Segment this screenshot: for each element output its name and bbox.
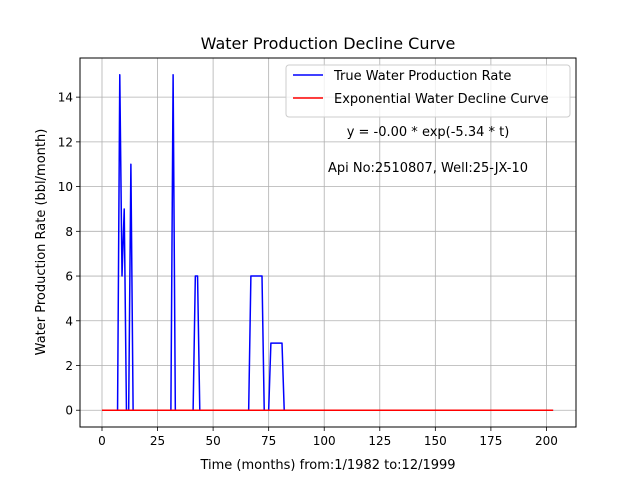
y-tick-label: 14 [58, 91, 73, 105]
y-tick-label: 6 [65, 270, 73, 284]
legend-label-true-rate: True Water Production Rate [333, 69, 511, 84]
series-layer [102, 74, 554, 411]
x-tick-label: 125 [368, 434, 391, 448]
x-tick-label: 150 [424, 434, 447, 448]
x-axis: 0 25 50 75 100 125 150 175 200 [98, 427, 558, 448]
well-annotation: Api No:2510807, Well:25-JX-10 [328, 161, 528, 176]
x-tick-label: 100 [313, 434, 336, 448]
legend-label-decline-curve: Exponential Water Decline Curve [334, 92, 549, 107]
x-tick-label: 0 [98, 434, 106, 448]
y-axis: 0 2 4 6 8 10 12 14 [58, 91, 80, 418]
y-tick-label: 2 [65, 359, 73, 373]
x-tick-label: 75 [261, 434, 276, 448]
y-tick-label: 8 [65, 225, 73, 239]
x-tick-label: 25 [150, 434, 165, 448]
y-tick-label: 4 [65, 314, 73, 328]
y-axis-label: Water Production Rate (bbl/month) [34, 129, 49, 356]
chart-title: Water Production Decline Curve [201, 34, 456, 53]
x-axis-label: Time (months) from:1/1982 to:12/1999 [199, 458, 455, 473]
equation-annotation: y = -0.00 * exp(-5.34 * t) [347, 125, 510, 140]
x-tick-label: 50 [205, 434, 220, 448]
legend: True Water Production Rate Exponential W… [285, 64, 571, 118]
y-tick-label: 12 [58, 135, 73, 149]
y-tick-label: 0 [65, 404, 73, 418]
plot-frame [79, 57, 577, 428]
x-tick-label: 175 [479, 434, 502, 448]
legend-box [285, 64, 571, 118]
y-tick-label: 10 [58, 180, 73, 194]
x-tick-label: 200 [535, 434, 558, 448]
